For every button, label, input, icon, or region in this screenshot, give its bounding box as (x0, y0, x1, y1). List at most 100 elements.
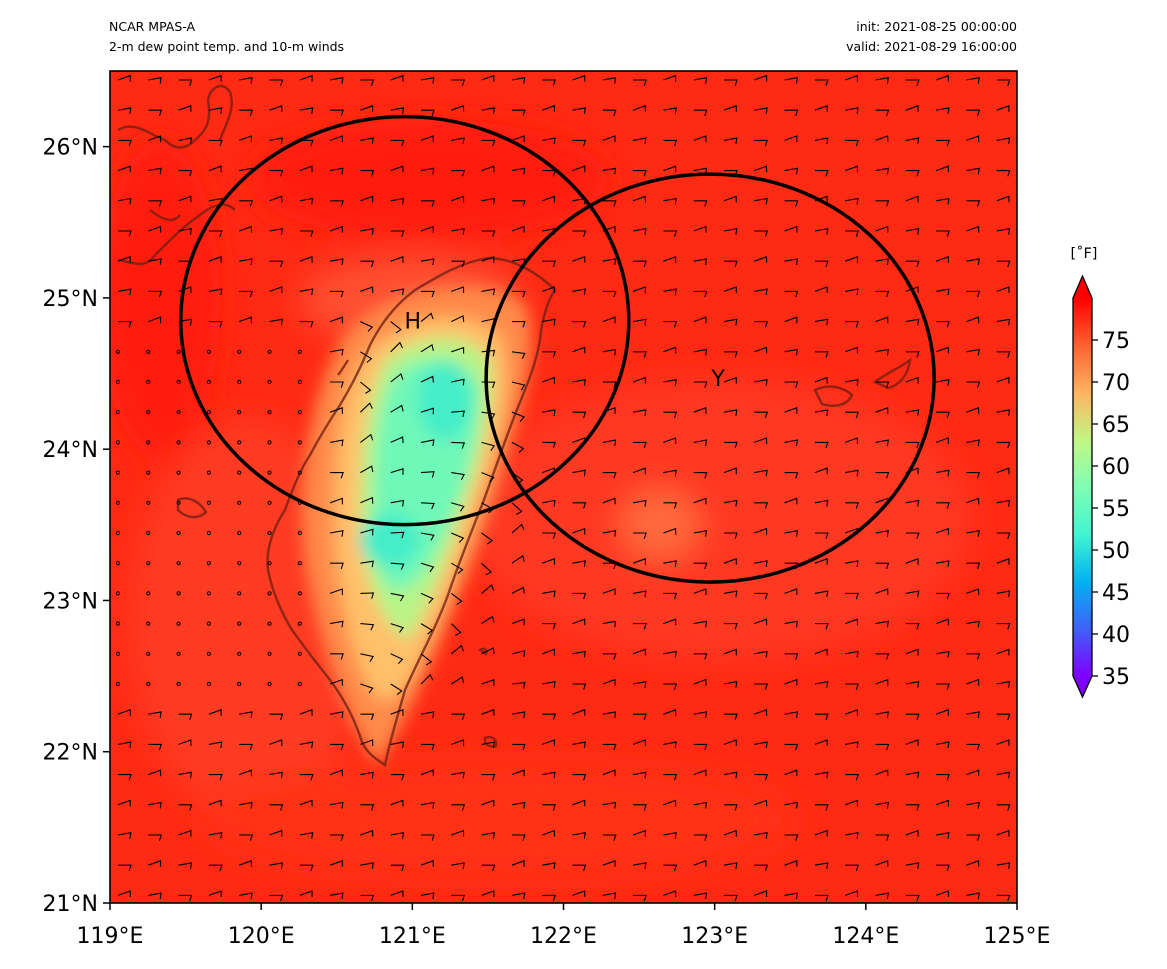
wind-barb (905, 532, 920, 539)
wind-barb (451, 137, 465, 145)
wind-barb (966, 135, 980, 143)
wind-barb (511, 618, 525, 626)
wind-barb (966, 743, 981, 751)
wind-barb (996, 894, 1011, 902)
wind-barb (239, 258, 253, 265)
wind-barb (360, 286, 374, 294)
wind-barb (996, 260, 1011, 268)
wind-barb (420, 439, 435, 446)
wind-barb (845, 709, 859, 716)
wind-barb (845, 346, 859, 354)
wind-barb (330, 743, 344, 751)
wind-barb (481, 799, 495, 807)
wind-barb (935, 256, 949, 263)
wind-barb (875, 743, 890, 751)
calm-marker (206, 410, 211, 415)
wind-barb (905, 170, 920, 177)
wind-barb (420, 892, 435, 900)
wind-barb (451, 862, 465, 869)
wind-barb (481, 615, 495, 625)
wind-barb (966, 892, 980, 900)
wind-barb (663, 139, 678, 147)
wind-barb (269, 862, 283, 869)
wind-barb (875, 620, 889, 628)
calm-marker (297, 410, 302, 415)
wind-barb (633, 590, 647, 598)
wind-barb (663, 560, 677, 567)
wind-barb (178, 739, 192, 747)
wind-barb (239, 77, 253, 84)
calm-marker (146, 349, 151, 354)
wind-barb (693, 497, 707, 505)
wind-barb (330, 200, 344, 207)
wind-barb (723, 862, 738, 869)
wind-barb (481, 441, 496, 452)
calm-marker (146, 561, 151, 566)
wind-barb (481, 139, 496, 147)
wind-barb (905, 804, 920, 811)
wind-barb (451, 228, 465, 235)
wind-barb (693, 167, 708, 175)
wind-barb (360, 496, 374, 504)
wind-barb (663, 230, 678, 237)
wind-barb (996, 286, 1010, 294)
calm-marker (297, 591, 302, 596)
wind-barb (814, 623, 829, 630)
wind-barb (572, 139, 587, 147)
colorbar-ticks: 35 40 45 50 55 60 65 70 75 (1092, 329, 1130, 690)
calm-marker (115, 379, 121, 385)
wind-barb (936, 592, 950, 600)
wind-barb (572, 799, 586, 807)
wind-barb (784, 381, 799, 388)
wind-barb (784, 77, 799, 84)
colorbar-tick-label: 40 (1102, 623, 1130, 648)
coastlines (117, 84, 912, 768)
wind-barb (330, 892, 344, 900)
wind-barb (420, 225, 434, 233)
wind-barb (966, 769, 980, 777)
wind-barb (542, 137, 556, 145)
wind-barb (451, 410, 466, 418)
wind-barb (178, 79, 193, 86)
wind-barb (118, 230, 132, 237)
colorbar-tick-label: 60 (1102, 455, 1130, 480)
wind-barb (178, 804, 193, 811)
wind-barb (875, 801, 889, 809)
wind-barb (420, 860, 434, 867)
wind-barb (572, 890, 586, 898)
calm-marker (146, 470, 151, 475)
wind-barb (269, 829, 283, 837)
wind-barb (693, 77, 708, 84)
wind-barb (420, 801, 435, 809)
wind-barb (845, 890, 859, 898)
wind-barb (420, 502, 435, 510)
wind-barb (633, 804, 647, 811)
wind-barb (542, 739, 556, 747)
wind-barb (784, 620, 799, 628)
wind-barb (693, 290, 708, 298)
wind-barb (542, 894, 556, 902)
wind-barb (936, 774, 950, 781)
wind-barb (299, 709, 313, 716)
wind-barb (390, 864, 405, 872)
wind-barb (511, 321, 526, 328)
wind-barb (390, 741, 405, 749)
wind-barb (936, 741, 950, 749)
calm-marker (176, 379, 181, 385)
wind-barb (845, 256, 859, 263)
wind-barb (330, 530, 344, 537)
wind-barb (481, 832, 496, 839)
wind-barb (724, 804, 738, 811)
calm-marker (237, 349, 242, 354)
wind-barb (936, 560, 950, 567)
wind-barb (845, 560, 859, 567)
wind-barb (117, 832, 132, 839)
wind-barb (420, 258, 435, 265)
wind-barb (814, 532, 829, 539)
wind-barb (723, 376, 737, 384)
wind-barb (148, 290, 163, 298)
wind-barb (936, 502, 950, 509)
wind-barb (451, 771, 465, 779)
wind-barb (632, 558, 646, 565)
colorbar-tick-label: 55 (1102, 497, 1130, 522)
